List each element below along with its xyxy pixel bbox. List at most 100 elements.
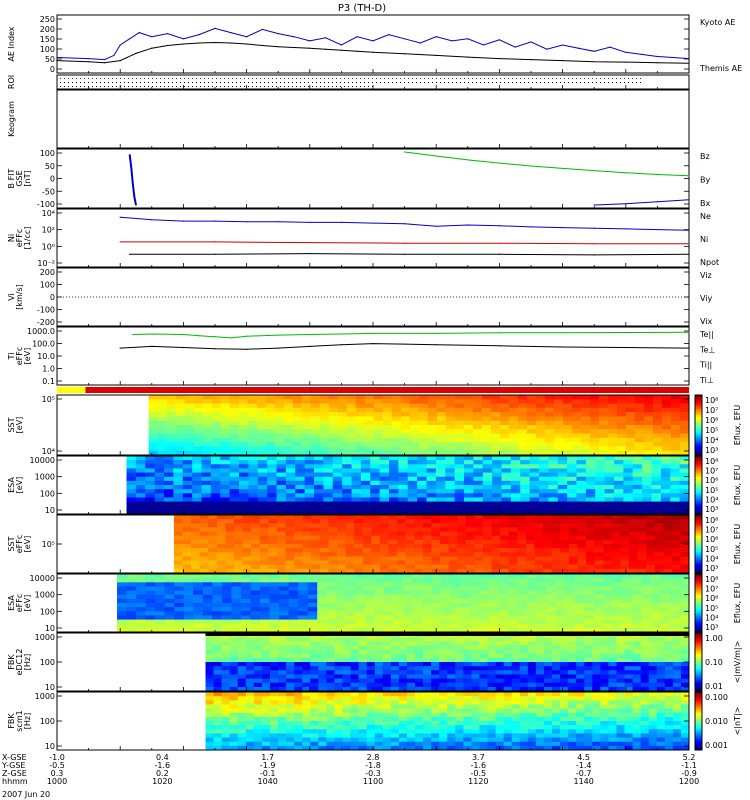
roi-dot (60, 82, 61, 83)
spectrogram-cell (637, 548, 647, 553)
roi-dot (328, 78, 329, 79)
spectrogram-cell (256, 442, 267, 447)
spectrogram-cell (670, 489, 681, 494)
spectrogram-cell (491, 564, 501, 570)
spectrogram-cell (482, 519, 493, 524)
spectrogram-cell (366, 666, 376, 671)
spectrogram-cell (362, 515, 372, 520)
spectrogram-cell (631, 623, 642, 629)
spectrogram-cell (611, 539, 621, 545)
spectrogram-cell (548, 505, 559, 511)
spectrogram-cell (238, 425, 249, 430)
spectrogram-cell (174, 594, 185, 600)
spectrogram-cell (304, 460, 315, 465)
roi-dot (436, 82, 437, 83)
spectrogram-cell (679, 450, 690, 456)
spectrogram-cell (440, 539, 450, 545)
roi-dot (176, 82, 177, 83)
spectrogram-cell (154, 505, 165, 511)
spectrogram-cell (473, 472, 484, 478)
spectrogram-cell (488, 607, 499, 612)
spectrogram-cell (498, 627, 509, 633)
roi-dot (568, 78, 569, 79)
spectrogram-cell (511, 666, 521, 671)
roi-dot (272, 82, 273, 83)
spectrogram-cell (435, 476, 446, 482)
spectrogram-cell (625, 425, 636, 430)
spectrogram-cell (310, 670, 319, 675)
spectrogram-cell (298, 590, 309, 596)
spectrogram-cell (412, 582, 423, 587)
spectrogram-cell (604, 468, 615, 474)
spectrogram-cell (274, 437, 285, 443)
spectrogram-cell (436, 399, 447, 405)
spectrogram-cell (634, 446, 645, 452)
spectrogram-cell (346, 399, 357, 405)
spectrogram-cell (238, 420, 249, 426)
spectrogram-cell (637, 568, 647, 574)
spectrogram-cell (336, 619, 347, 625)
spectrogram-cell (585, 544, 596, 549)
spectrogram-cell (229, 657, 239, 663)
spectrogram-cell (664, 645, 674, 651)
roi-dot (340, 82, 341, 83)
legend-ti: Ti⊥ (699, 376, 714, 385)
spectrogram-cell (426, 489, 437, 494)
spectrogram-cell (576, 649, 585, 655)
roi-dot (152, 82, 153, 83)
spectrogram-cell (173, 519, 184, 524)
roi-dot (320, 78, 321, 79)
spectrogram-cell (643, 403, 654, 409)
spectrogram-cell (592, 662, 601, 667)
spectrogram-cell (265, 450, 276, 456)
roi-dot (108, 78, 109, 79)
spectrogram-cell (643, 442, 654, 447)
spectrogram-cell (555, 615, 566, 621)
spectrogram-cell (646, 548, 656, 553)
spectrogram-cell (319, 403, 330, 409)
roi-dot (532, 82, 533, 83)
spectrogram-cell (426, 505, 437, 511)
spectrogram-cell (405, 527, 415, 533)
spectrogram-cell (584, 578, 595, 583)
spectrogram-cell (285, 535, 295, 541)
spectrogram-cell (508, 403, 519, 409)
spectrogram-cell (632, 653, 642, 659)
spectrogram-cell (239, 468, 249, 474)
spectrogram-cell (319, 412, 330, 417)
spectrogram-cell (448, 535, 458, 541)
spectrogram-cell (562, 446, 573, 452)
spectrogram-cell (371, 519, 381, 524)
spectrogram-cell (407, 485, 418, 490)
spectrogram-cell (634, 442, 645, 447)
spectrogram-cell (379, 460, 390, 465)
spectrogram-cell (648, 686, 658, 692)
spectrogram-cell (211, 395, 222, 400)
spectrogram-cell (301, 442, 312, 447)
ytick-label: 250 (40, 15, 55, 24)
spectrogram-cell (603, 615, 614, 621)
spectrogram-cell (426, 464, 437, 469)
spectrogram-cell (614, 501, 624, 507)
spectrogram-cell (221, 653, 231, 659)
spectrogram-cell (544, 399, 555, 405)
spectrogram-cell (628, 527, 638, 533)
spectrogram-cell (239, 485, 249, 490)
spectrogram-cell (364, 395, 375, 400)
spectrogram-cell (608, 686, 617, 692)
roi-dot (152, 78, 153, 79)
spectrogram-cell (548, 509, 559, 515)
spectrogram-cell (409, 416, 420, 422)
spectrogram-cell (379, 548, 390, 553)
spectrogram-cell (370, 485, 381, 490)
spectrogram-cell (295, 501, 306, 507)
roi-dot (528, 78, 529, 79)
roi-dot (64, 86, 65, 87)
spectrogram-cell (307, 623, 318, 629)
spectrogram-cell (440, 531, 450, 537)
spectrogram-cell (191, 523, 201, 528)
spectrogram-cell (342, 493, 353, 498)
spectrogram-cell (508, 450, 519, 456)
spectrogram-cell (568, 662, 577, 667)
ylabel-esa1: [eV] (15, 477, 24, 494)
